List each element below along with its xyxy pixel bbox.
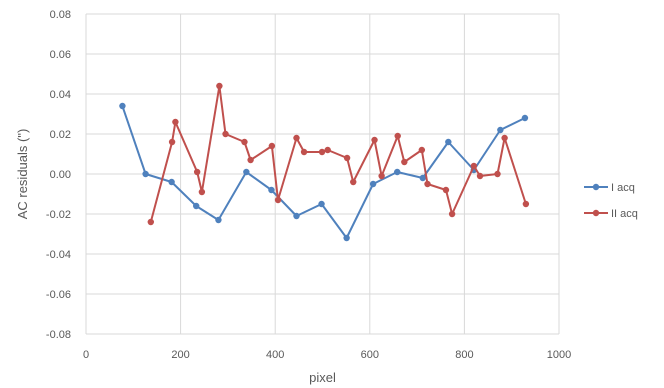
- data-point: [147, 218, 155, 226]
- data-point: [501, 134, 508, 142]
- legend-marker: [592, 209, 600, 217]
- y-tick-label: 0.06: [50, 49, 71, 61]
- data-point: [419, 174, 426, 182]
- x-tick-label: 400: [266, 349, 284, 361]
- y-tick-label: -0.06: [46, 289, 71, 301]
- data-point: [394, 132, 401, 140]
- data-point: [318, 148, 326, 156]
- data-point: [401, 158, 408, 166]
- data-point: [470, 162, 478, 170]
- y-tick-label: -0.08: [46, 329, 71, 341]
- y-tick-label: -0.02: [46, 209, 71, 221]
- data-point: [142, 170, 149, 178]
- data-point: [168, 138, 176, 146]
- x-axis-title: pixel: [309, 370, 336, 385]
- data-point: [378, 172, 385, 180]
- y-axis-title: AC residuals ("): [15, 129, 30, 220]
- data-point: [448, 210, 456, 218]
- data-point: [198, 188, 206, 196]
- data-point: [193, 168, 201, 176]
- y-tick-label: -0.04: [46, 249, 71, 261]
- x-tick-label: 800: [455, 349, 473, 361]
- data-point: [222, 130, 229, 138]
- legend-marker: [592, 183, 600, 191]
- data-point: [274, 196, 282, 204]
- data-point: [241, 138, 248, 146]
- data-point: [215, 216, 222, 224]
- series-2: [147, 82, 530, 226]
- data-point: [247, 156, 254, 164]
- data-point: [521, 114, 529, 122]
- y-axis-tick-labels: -0.08 -0.06 -0.04 -0.02 0.00 0.02 0.04 0.06 0.08: [46, 9, 71, 341]
- y-tick-label: 0.00: [50, 169, 71, 181]
- data-point: [268, 142, 276, 150]
- legend-label: II acq: [611, 208, 638, 220]
- data-point: [293, 212, 300, 220]
- data-point: [268, 186, 275, 194]
- gridlines: [85, 13, 560, 335]
- x-tick-label: 200: [171, 349, 189, 361]
- data-point: [300, 148, 308, 156]
- data-point: [522, 200, 530, 208]
- x-tick-label: 1000: [547, 349, 571, 361]
- data-point: [172, 118, 179, 126]
- data-point: [445, 138, 452, 146]
- data-point: [497, 126, 504, 134]
- x-axis-tick-labels: 0 200 400 600 800 1000: [83, 349, 571, 361]
- data-point: [350, 178, 357, 186]
- data-point: [424, 180, 431, 188]
- data-point: [371, 136, 378, 144]
- x-tick-label: 600: [361, 349, 379, 361]
- legend-label: I acq: [611, 182, 635, 194]
- x-tick-label: 0: [83, 349, 89, 361]
- series-1: [119, 102, 529, 242]
- data-point: [293, 134, 300, 142]
- data-point: [494, 170, 501, 178]
- data-point: [442, 186, 450, 194]
- y-tick-label: 0.04: [50, 89, 71, 101]
- data-point: [324, 146, 331, 154]
- y-tick-label: 0.02: [50, 129, 71, 141]
- data-point: [476, 172, 484, 180]
- data-point: [343, 154, 351, 162]
- data-point: [119, 102, 126, 110]
- data-point: [394, 168, 401, 176]
- data-point: [418, 146, 426, 154]
- series-line: [149, 85, 527, 223]
- data-point: [216, 82, 223, 90]
- y-tick-label: 0.08: [50, 9, 71, 21]
- legend: I acq II acq: [584, 182, 638, 220]
- data-point: [343, 234, 350, 242]
- series-layer: [119, 82, 530, 242]
- data-point: [243, 168, 250, 176]
- data-point: [193, 202, 200, 210]
- data-point: [318, 200, 325, 208]
- data-point: [369, 180, 377, 188]
- data-point: [168, 178, 175, 186]
